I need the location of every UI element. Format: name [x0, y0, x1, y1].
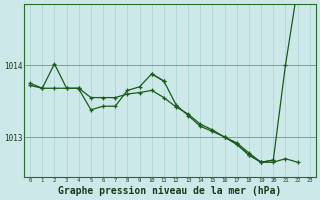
- X-axis label: Graphe pression niveau de la mer (hPa): Graphe pression niveau de la mer (hPa): [58, 186, 282, 196]
